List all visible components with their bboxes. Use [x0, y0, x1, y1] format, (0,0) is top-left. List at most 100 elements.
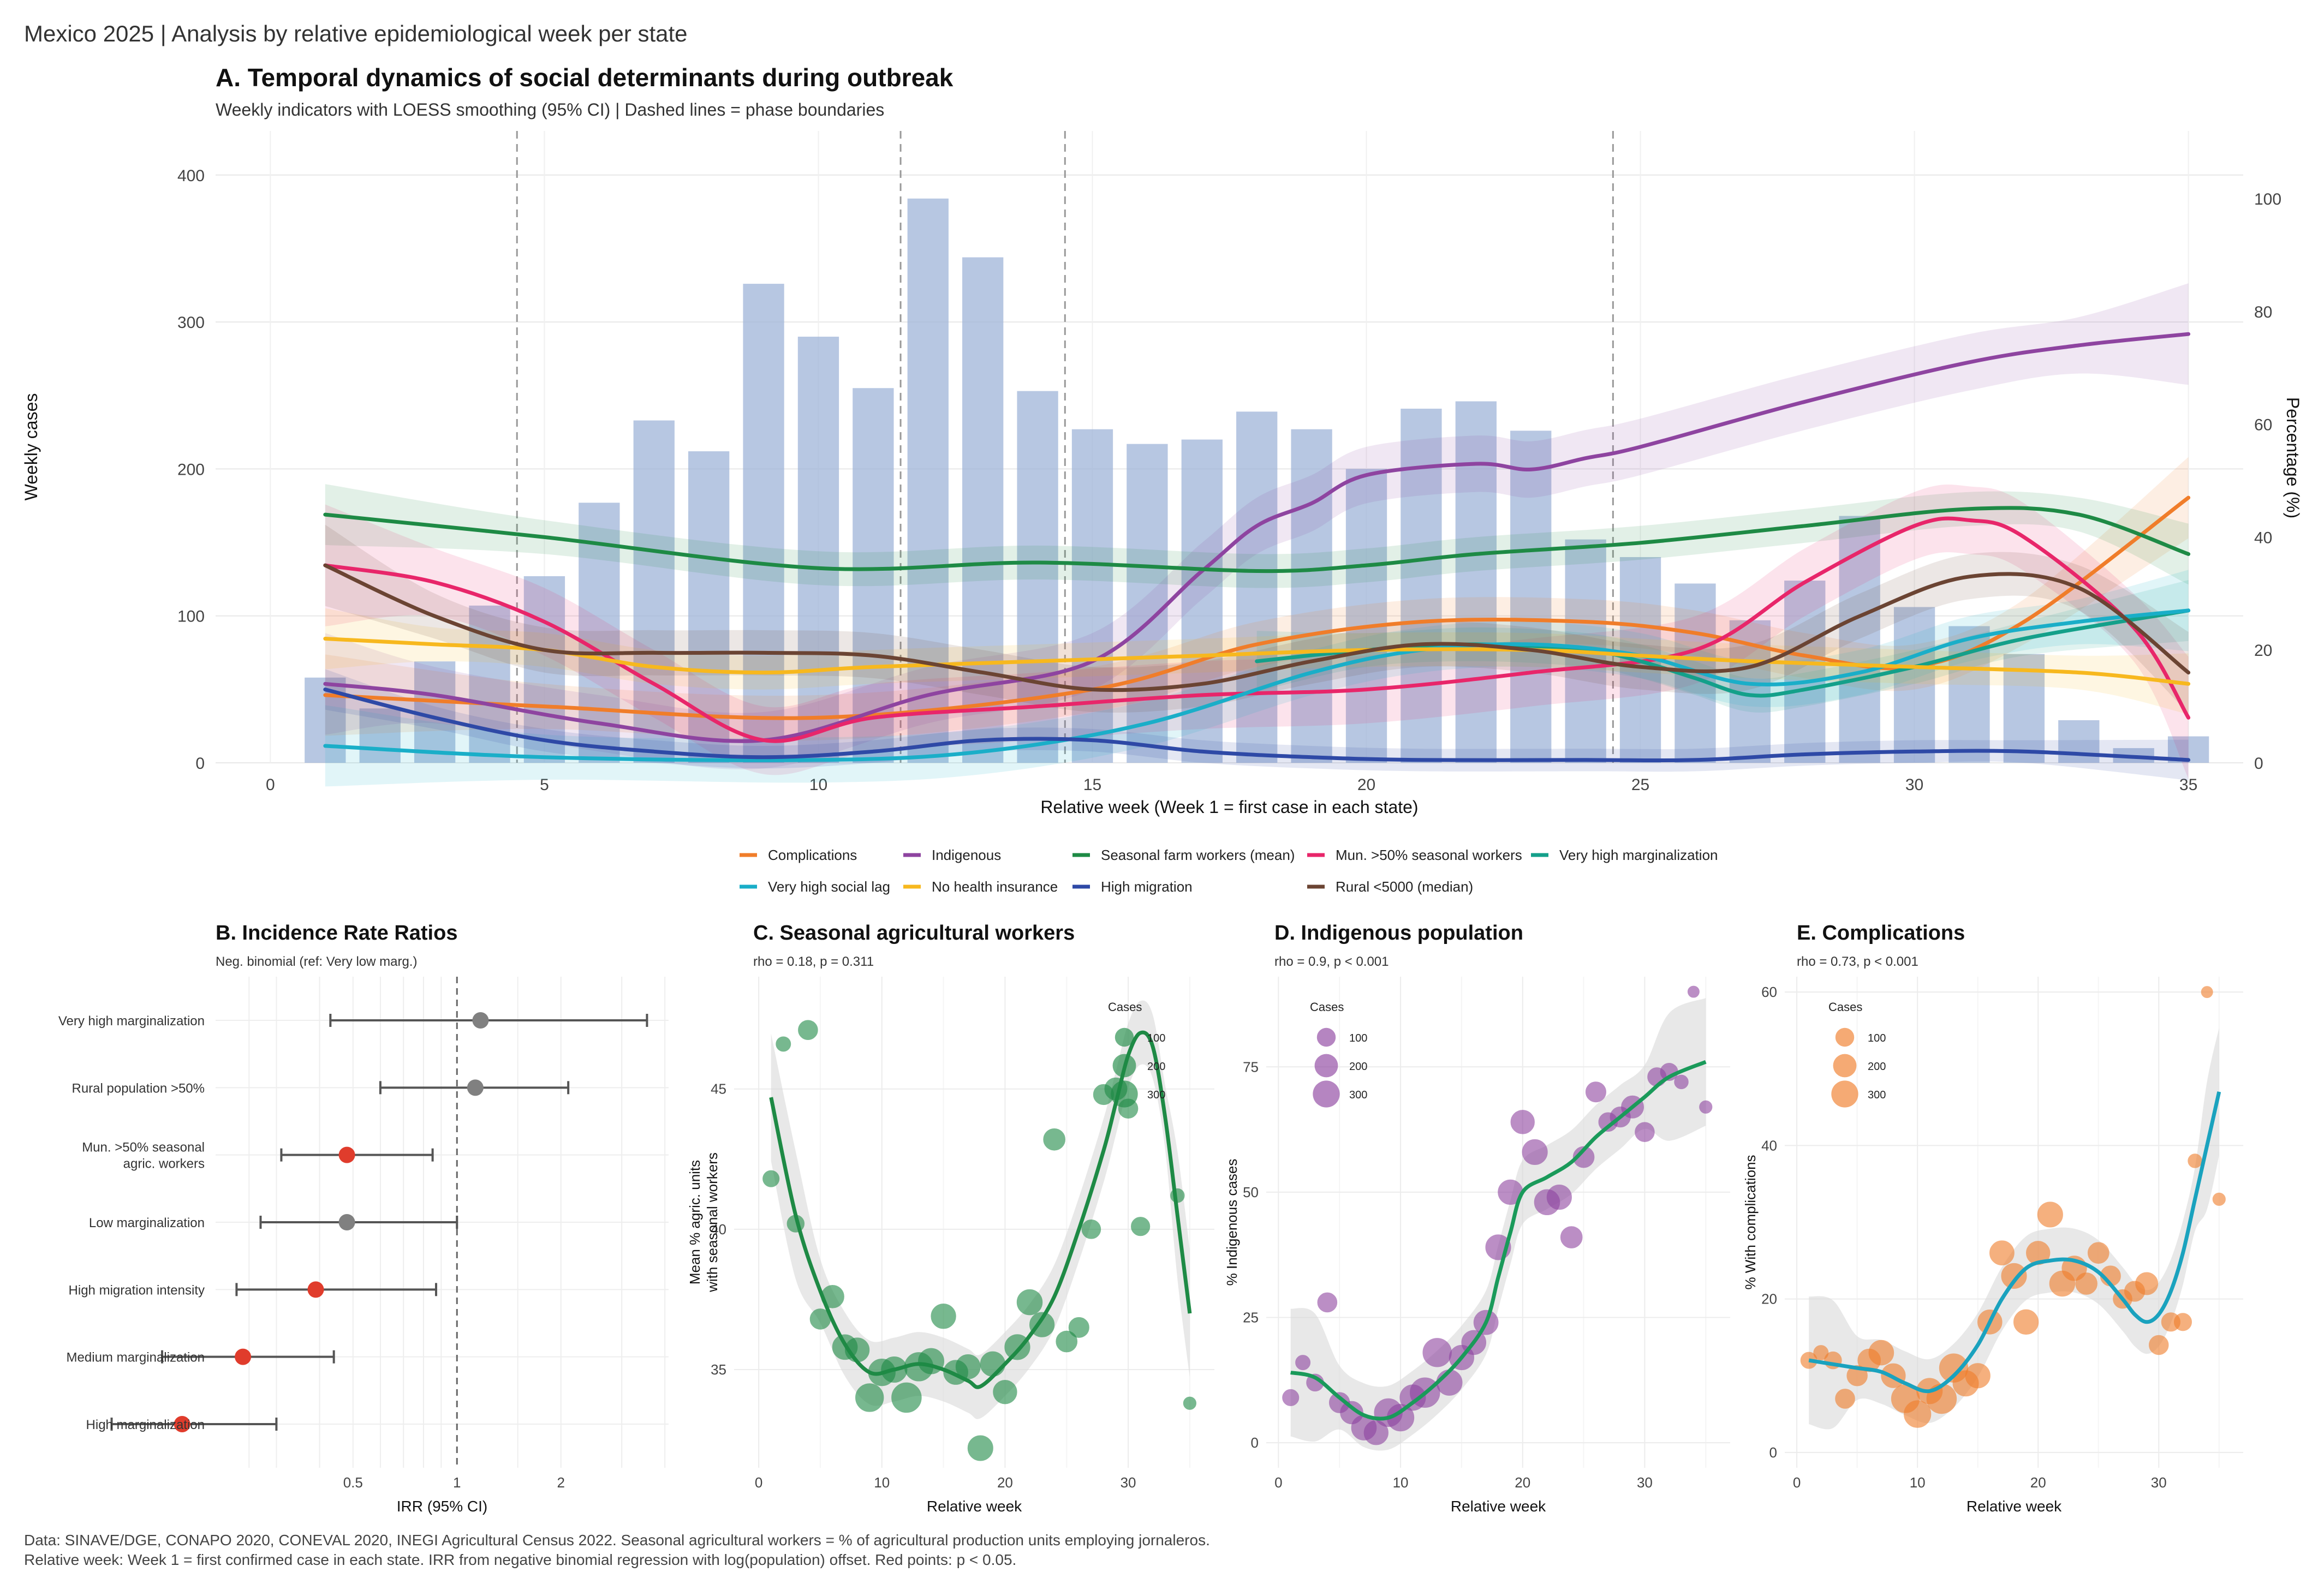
panel-a-ci-band [325, 524, 2189, 713]
panel-e-y-tick-label: 40 [1761, 1137, 1777, 1153]
panel-d-point [1510, 1110, 1535, 1134]
panel-d-point [1699, 1100, 1713, 1114]
panel-c-point [967, 1435, 993, 1461]
panel-c-y-tick-label: 40 [711, 1221, 726, 1238]
panel-b-irr-point [472, 1012, 489, 1029]
panel-d-point [1635, 1122, 1655, 1142]
panel-c-ci-ribbon [771, 1000, 1190, 1419]
panel-c-x-tick-label: 10 [874, 1474, 890, 1491]
panel-d-point [1572, 1146, 1595, 1168]
panel-a-series-line [323, 506, 2191, 573]
panel-d-point [1674, 1074, 1689, 1090]
panel-b-row-label: Mun. >50% seasonal [82, 1140, 205, 1155]
panel-a-case-bar [1784, 581, 1826, 763]
panel-c-point [1043, 1128, 1065, 1151]
panel-b-x-tick-label: 2 [557, 1474, 565, 1491]
panel-d-point [1687, 985, 1700, 998]
panel-a-y2-tick-label: 0 [2254, 755, 2263, 773]
footnote-line-1: Data: SINAVE/DGE, CONAPO 2020, CONEVAL 2… [24, 1532, 1210, 1549]
panel-d-point [1295, 1355, 1311, 1371]
panel-a-series-line [323, 688, 2191, 763]
panel-e-x-tick-label: 10 [1910, 1474, 1926, 1491]
panel-e-x-tick-label: 20 [2030, 1474, 2046, 1491]
panel-c-x-tick-label: 20 [997, 1474, 1013, 1491]
panel-b-irr-point [235, 1348, 252, 1365]
panel-a-case-bar [1291, 429, 1332, 763]
panel-e-size-legend-label: 300 [1868, 1089, 1886, 1101]
panel-b-x-tick-label: 1 [453, 1474, 461, 1491]
panel-e-point [2173, 1313, 2192, 1331]
panel-a-y-tick-label: 200 [177, 461, 205, 479]
panel-d-x-tick-label: 0 [1274, 1474, 1282, 1491]
panel-e-point [1926, 1383, 1957, 1414]
panel-b-title: B. Incidence Rate Ratios [216, 922, 457, 945]
panel-c-point [798, 1020, 818, 1041]
panel-e-x-tick-label: 0 [1793, 1474, 1801, 1491]
panel-a-case-bar [1510, 431, 1552, 763]
panel-e-point [1989, 1240, 2015, 1266]
panel-d-size-legend-label: 300 [1349, 1089, 1367, 1101]
panel-e-size-legend-key [1831, 1080, 1858, 1108]
panel-d-size-legend-key [1314, 1054, 1338, 1078]
panel-a-ci-band [325, 485, 2189, 779]
panel-c-size-legend-label: 300 [1147, 1089, 1165, 1101]
panel-a-legend-label: No health insurance [932, 878, 1058, 895]
panel-a-x-tick-label: 25 [1631, 776, 1649, 794]
panel-a-case-bar [853, 388, 894, 763]
panel-c-subtitle: rho = 0.18, p = 0.311 [753, 954, 874, 969]
panel-a-ci-band [325, 484, 2189, 588]
panel-a-y2-tick-label: 20 [2254, 642, 2272, 660]
panel-a-y-axis-label: Weekly cases [21, 393, 41, 501]
panel-e-title: E. Complications [1797, 922, 1965, 945]
panel-c-size-legend-key [1115, 1027, 1134, 1047]
panel-a-y2-tick-label: 100 [2254, 190, 2281, 208]
panel-a-case-bar [962, 257, 1004, 763]
panel-e-x-tick-label: 30 [2151, 1474, 2167, 1491]
panel-d-subtitle: rho = 0.9, p < 0.001 [1274, 954, 1389, 969]
panel-c-size-legend-label: 100 [1147, 1032, 1165, 1044]
panel-c-size-legend-key [1111, 1080, 1138, 1108]
panel-d-size-legend-key [1313, 1080, 1340, 1108]
panel-c-point [776, 1036, 791, 1052]
panel-a-y2-axis-label: Percentage (%) [2283, 397, 2303, 518]
panel-a-x-tick-label: 0 [266, 776, 275, 794]
panel-e-point [1835, 1389, 1855, 1409]
panel-c-point [931, 1304, 956, 1329]
panel-e-point [2013, 1309, 2039, 1335]
panel-e-y-tick-label: 60 [1761, 984, 1777, 1000]
panel-a-case-bar [1839, 516, 1880, 763]
panel-a-case-bar [1071, 429, 1113, 763]
panel-d-y-tick-label: 25 [1243, 1309, 1259, 1325]
panel-a-case-bar [1893, 607, 1935, 763]
panel-d-y-tick-label: 0 [1251, 1434, 1259, 1451]
panel-a-y-tick-label: 300 [177, 314, 205, 332]
panel-a-case-bar [797, 337, 839, 763]
panel-e-y-tick-label: 0 [1769, 1444, 1777, 1461]
page-title: Mexico 2025 | Analysis by relative epide… [24, 21, 688, 46]
panel-c-point [1016, 1289, 1043, 1316]
panel-e-point [2026, 1241, 2051, 1265]
panel-e-point [2149, 1335, 2169, 1355]
panel-a-title: A. Temporal dynamics of social determina… [216, 63, 954, 92]
panel-c-size-legend-title: Cases [1108, 1000, 1142, 1014]
panel-c-point [1081, 1220, 1101, 1239]
panel-c-point [1029, 1312, 1055, 1337]
panel-e-point [2087, 1242, 2110, 1264]
panel-d-point [1560, 1226, 1583, 1248]
panel-a-series-line [323, 608, 2191, 762]
panel-d-point [1546, 1184, 1572, 1210]
panel-b-row-label: Very high marginalization [58, 1014, 205, 1029]
panel-a-legend-label: Very high marginalization [1559, 847, 1718, 863]
panel-a-x-tick-label: 30 [1905, 776, 1923, 794]
panel-d-x-tick-label: 10 [1393, 1474, 1409, 1491]
panel-c-y-axis-label-2: with seasonal workers [704, 1152, 720, 1293]
panel-b-row-label: Rural population >50% [71, 1081, 205, 1096]
panel-c-point [980, 1351, 1005, 1377]
panel-e-point [2075, 1272, 2097, 1295]
footnote-line-2: Relative week: Week 1 = first confirmed … [24, 1551, 1017, 1568]
panel-a-x-tick-label: 35 [2179, 776, 2197, 794]
panel-a-legend-label: High migration [1101, 878, 1193, 895]
panel-e-point [2037, 1202, 2063, 1228]
panel-a-subtitle: Weekly indicators with LOESS smoothing (… [216, 100, 884, 119]
panel-e-point [1846, 1365, 1868, 1386]
